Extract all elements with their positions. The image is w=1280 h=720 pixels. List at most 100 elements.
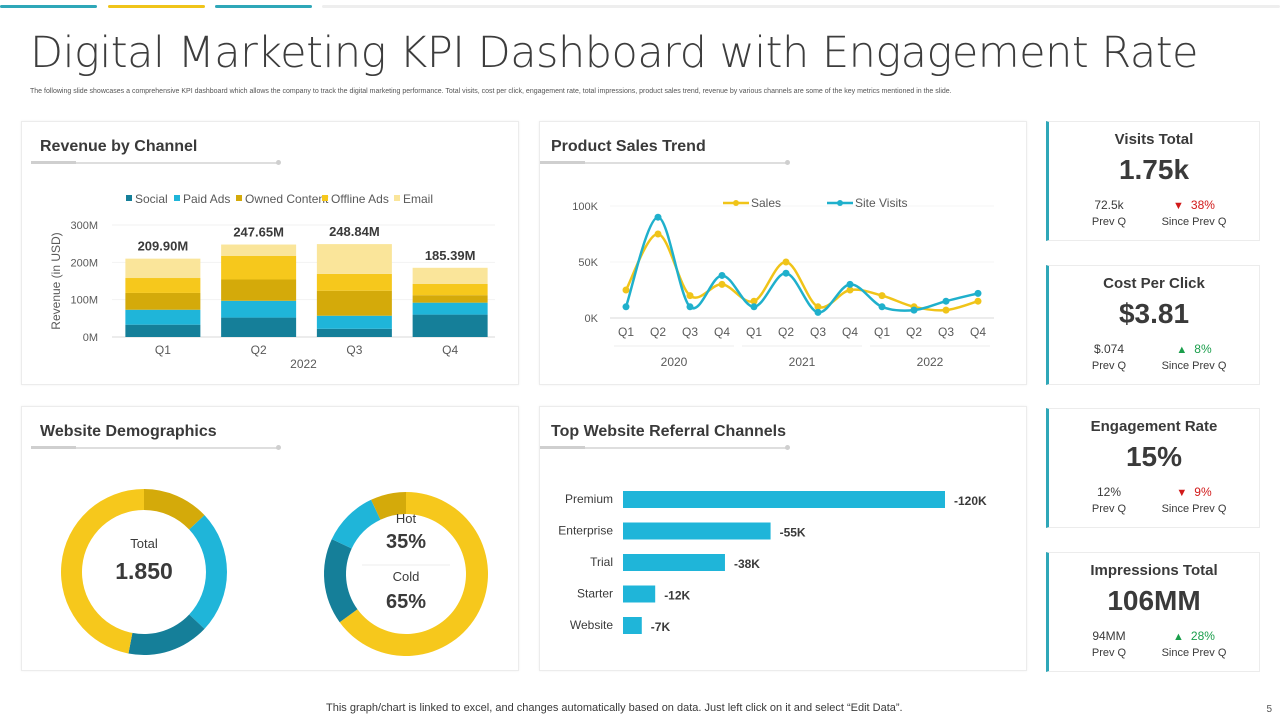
- revenue-panel-title: Revenue by Channel: [40, 138, 198, 155]
- donut-slice: [339, 492, 488, 656]
- accent-bar-4: [322, 5, 1280, 8]
- data-point: [942, 306, 950, 314]
- bar-segment: [412, 267, 488, 284]
- arrow-up-icon: ▲: [1176, 344, 1188, 356]
- sales-trend-panel: Product Sales Trend 0K 50K 100K Q1 Q2 Q3 Q4 Q1 Q…: [539, 121, 1027, 385]
- x-tick-label: Q1: [874, 325, 890, 339]
- bar: [623, 617, 642, 634]
- bar: [623, 522, 771, 540]
- kpi-change-value: 8%: [1194, 342, 1212, 356]
- y-tick-label: 0M: [83, 332, 98, 344]
- donut-slice: [324, 539, 358, 623]
- bar-segment: [412, 295, 488, 303]
- data-point: [718, 271, 726, 279]
- sales-trend-chart[interactable]: 0K 50K 100K Q1 Q2 Q3 Q4 Q1 Q2 Q3 Q4 Q1 Q2 Q3 Q4 2020 202…: [540, 122, 1028, 386]
- y-tick-label: 300M: [70, 220, 98, 232]
- data-label: -7K: [651, 620, 671, 634]
- kpi-prev-value: 94MM: [1092, 629, 1126, 643]
- bar-segment: [316, 273, 392, 291]
- kpi-title: Visits Total: [1114, 131, 1194, 148]
- data-label: 209.90M: [138, 239, 189, 254]
- data-point: [782, 269, 790, 277]
- kpi-prev-label: Prev Q: [1091, 216, 1127, 228]
- arrow-up-icon: ▲: [1173, 631, 1184, 643]
- referral-chart[interactable]: Premium -120K Enterprise -55K Trial -38K Start…: [540, 407, 1028, 672]
- revenue-chart[interactable]: 0M 100M 200M 300M Revenue (in USD) Social Paid…: [22, 122, 520, 386]
- donut-slice: [371, 492, 406, 520]
- bar-segment: [221, 279, 297, 301]
- data-point: [750, 303, 758, 311]
- kpi-prev-label: Prev Q: [1091, 647, 1127, 659]
- site-visits-line: [624, 215, 979, 314]
- sales-trend-panel-title: Product Sales Trend: [551, 138, 706, 155]
- category-label: Premium: [565, 492, 613, 506]
- category-label: Enterprise: [558, 524, 613, 538]
- donut-center-label: Total: [130, 536, 158, 551]
- data-point: [846, 280, 854, 288]
- demographics-chart[interactable]: Total 1.850 Hot 35% Cold 65%: [22, 407, 520, 672]
- legend-swatch: [126, 195, 132, 201]
- x-tick-label: Q3: [346, 343, 362, 357]
- page-number: 5: [1266, 704, 1272, 715]
- x-tick-label: Q4: [842, 325, 858, 339]
- bar-segment: [412, 283, 488, 296]
- data-point: [686, 303, 694, 311]
- legend-label: Sales: [751, 196, 781, 210]
- x-group-label: 2020: [661, 355, 688, 369]
- x-tick-label: Q3: [938, 325, 954, 339]
- legend-label: Owned Content: [245, 192, 329, 206]
- accent-bar-2: [108, 5, 205, 8]
- y-tick-label: 200M: [70, 257, 98, 269]
- x-tick-label: Q2: [251, 343, 267, 357]
- data-point: [654, 213, 662, 221]
- kpi-change-label: Since Prev Q: [1161, 503, 1227, 515]
- bar-segment: [221, 255, 297, 280]
- data-label: -12K: [664, 589, 690, 603]
- kpi-prev-label: Prev Q: [1091, 503, 1127, 515]
- data-point: [782, 258, 790, 266]
- kpi-value: 106MM: [1107, 585, 1201, 616]
- data-label: -120K: [954, 494, 987, 508]
- arrow-down-icon: ▼: [1173, 200, 1184, 212]
- legend-swatch: [174, 195, 180, 201]
- data-point: [686, 292, 694, 300]
- kpi-change: ▲ 28%: [1149, 629, 1239, 643]
- bar: [623, 491, 945, 508]
- kpi-change: ▼ 38%: [1149, 198, 1239, 212]
- data-point: [942, 297, 950, 305]
- legend-label: Social: [135, 192, 168, 206]
- bar-segment: [316, 244, 392, 274]
- referral-panel-title: Top Website Referral Channels: [551, 423, 787, 440]
- data-point: [750, 297, 758, 305]
- y-axis-label: Revenue (in USD): [49, 232, 63, 329]
- bar: [623, 585, 656, 603]
- kpi-card-impressions: Impressions Total 106MM 94MM Prev Q ▲ 28%…: [1046, 552, 1260, 672]
- bar-segment: [412, 302, 488, 315]
- data-point: [814, 308, 822, 316]
- data-point: [814, 303, 822, 311]
- legend-marker: [837, 200, 843, 206]
- page-title: Digital Marketing KPI Dashboard with Eng…: [30, 28, 1199, 78]
- x-group-label: 2022: [290, 357, 317, 371]
- donut-slice: [128, 614, 205, 655]
- demographics-panel: Website Demographics Total 1.850 Hot 35% Col…: [21, 406, 519, 671]
- y-tick-label: 100M: [70, 295, 98, 307]
- arrow-down-icon: ▼: [1176, 487, 1188, 499]
- kpi-card-engagement-rate: Engagement Rate 15% 12% Prev Q ▼ 9% Since…: [1046, 408, 1260, 528]
- data-label: 248.84M: [329, 224, 380, 239]
- bar-segment: [316, 290, 392, 316]
- bar-segment: [125, 278, 201, 293]
- revenue-panel: Revenue by Channel 0M 100M 200M 300M Revenue…: [21, 121, 519, 385]
- bar-segment: [125, 258, 201, 279]
- category-label: Trial: [590, 555, 613, 569]
- x-tick-label: Q1: [746, 325, 762, 339]
- kpi-card-cost-per-click: Cost Per Click $3.81 $.074 Prev Q ▲ 8% Si…: [1046, 265, 1260, 385]
- x-tick-label: Q4: [714, 325, 730, 339]
- footer-note: This graph/chart is linked to excel, and…: [326, 702, 903, 714]
- data-point: [974, 289, 982, 297]
- cold-label: Cold: [393, 569, 420, 584]
- data-point: [878, 292, 886, 300]
- page-subtitle: The following slide showcases a comprehe…: [30, 88, 952, 95]
- kpi-prev-value: $.074: [1093, 342, 1125, 356]
- donut-slice: [189, 515, 227, 629]
